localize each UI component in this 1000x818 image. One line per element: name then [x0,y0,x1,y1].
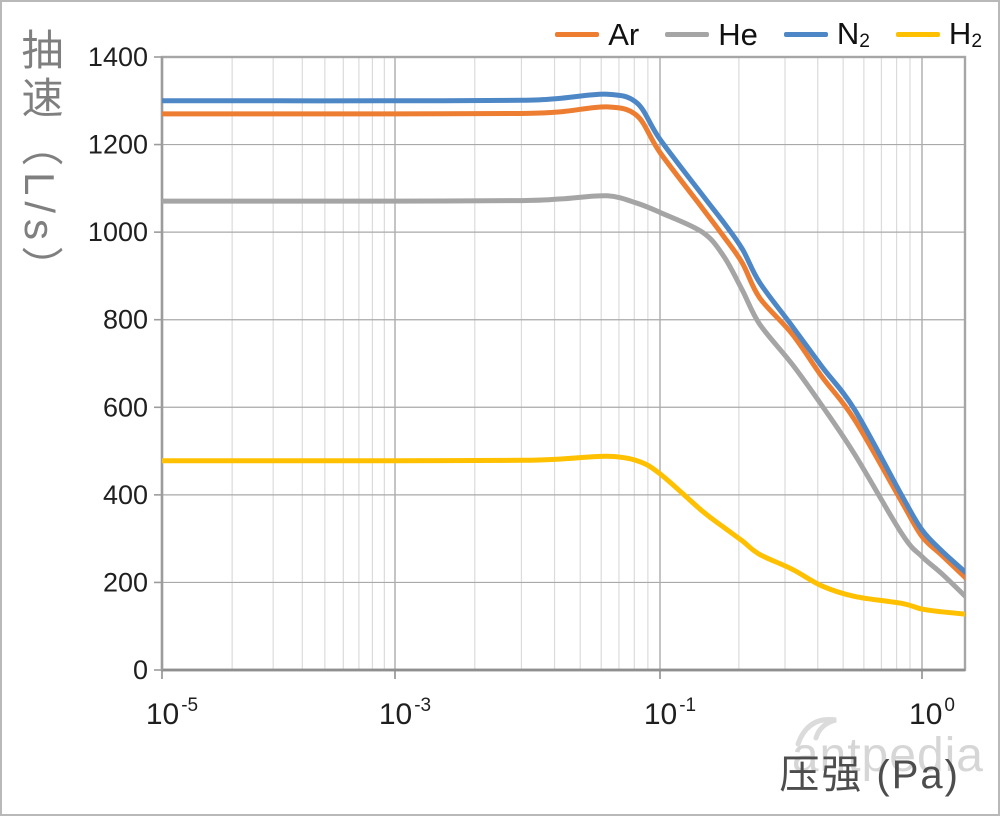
y-tick-label: 1200 [88,130,148,160]
legend-label: H2 [948,16,982,52]
legend-label: Ar [608,17,640,53]
legend-item-n2: N2 [783,16,870,52]
legend-item-h2: H2 [895,16,982,52]
y-tick-label: 400 [103,480,148,510]
watermark-text: antpedia [791,729,984,782]
x-tick-label: 10 -5 [146,695,198,731]
y-tick-label: 800 [103,305,148,335]
curve-he [162,193,965,600]
y-tick-label: 1400 [88,42,148,72]
curve-h2 [162,453,965,617]
y-tick-label: 0 [133,655,148,685]
y-tick-label: 600 [103,392,148,422]
curve-n2 [162,91,965,576]
watermark: antpedia [791,717,984,783]
legend-label: He [718,17,758,53]
legend-swatch-he [665,32,710,38]
legend-label: N2 [836,16,870,52]
legend-item-he: He [665,19,758,50]
x-tick-label: 10 0 [909,695,955,731]
plot-border [160,55,967,672]
legend: Ar He N2 H2 [555,18,982,51]
x-tick-label: 10 -3 [379,695,431,731]
y-tick-label: 1000 [88,217,148,247]
curve-ar [162,104,965,581]
x-axis-title: 压强 (Pa) [779,753,960,797]
legend-swatch-n2 [783,32,828,38]
x-tick-label: 10 -1 [644,695,696,731]
legend-swatch-h2 [895,32,940,38]
y-axis-title: 抽速（L/s） [16,28,63,295]
y-tick-label: 200 [103,567,148,597]
watermark-swirl-icon [795,717,837,747]
legend-swatch-ar [555,32,600,38]
legend-item-ar: Ar [555,19,639,50]
